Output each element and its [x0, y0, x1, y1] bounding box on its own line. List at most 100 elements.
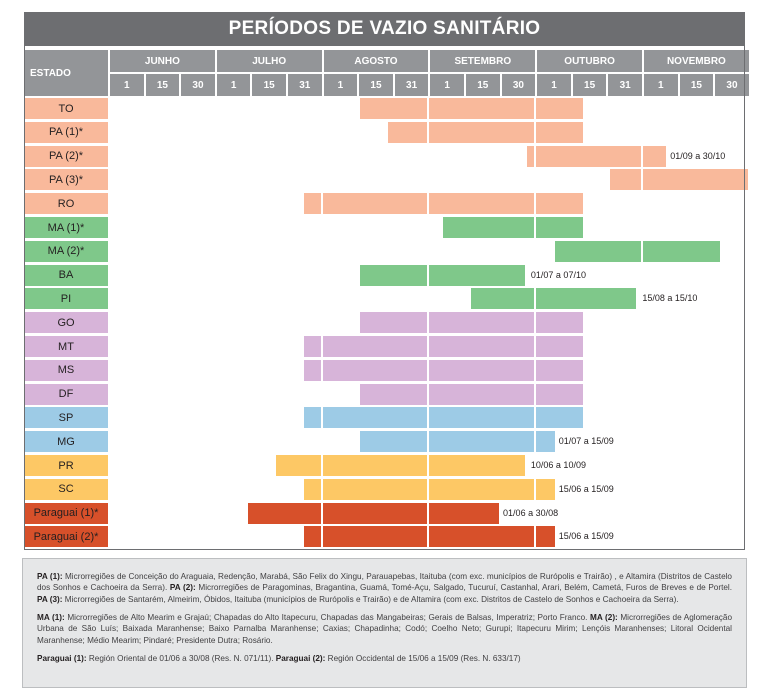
- period-bar-segment: [571, 98, 583, 119]
- period-bar-segment: [393, 336, 428, 357]
- period-bar-segment: [358, 359, 394, 381]
- state-label: PR: [24, 455, 108, 476]
- period-bar-segment: [393, 121, 428, 143]
- footnote-par1-text: Región Oriental de 01/06 a 30/08 (Res. N…: [86, 653, 276, 663]
- month-header: JULHO: [216, 50, 322, 72]
- period-bar-segment: [465, 526, 501, 548]
- period-bar-segment: [536, 98, 572, 119]
- period-bar-segment: [393, 455, 428, 476]
- period-bar-segment: [358, 502, 394, 524]
- table-frame: [24, 12, 745, 551]
- period-bar-segment: [465, 193, 501, 215]
- footnote-par2-label: Paraguai (2):: [275, 653, 326, 663]
- period-bar-segment: [393, 407, 428, 429]
- state-label: Paraguai (1)*: [24, 502, 108, 524]
- period-bar-segment: [429, 98, 465, 119]
- day-header: 1: [430, 74, 464, 96]
- day-header: 30: [715, 74, 749, 96]
- period-bar-segment: [393, 264, 428, 286]
- period-bar-segment: [429, 121, 465, 143]
- state-label: MG: [24, 431, 108, 453]
- day-header: 31: [394, 74, 429, 96]
- state-label: TO: [24, 98, 108, 119]
- period-bar-segment: [429, 312, 465, 334]
- period-bar-segment: [536, 359, 572, 381]
- footnote-pa2-text: Microrregiões de Paragominas, Bragantina…: [195, 583, 733, 593]
- state-label: MT: [24, 336, 108, 357]
- day-header: 1: [216, 74, 251, 96]
- period-bar-segment: [359, 383, 394, 405]
- day-header: 1: [323, 74, 358, 96]
- period-note: 01/09 a 30/10: [670, 150, 726, 161]
- period-note: 01/07 a 07/10: [530, 269, 586, 280]
- period-bar-segment: [393, 502, 428, 524]
- period-bar-segment: [500, 98, 535, 119]
- period-bar-segment: [429, 336, 465, 357]
- state-label: RO: [24, 193, 108, 215]
- period-bar-segment: [304, 407, 321, 429]
- period-bar-segment: [429, 359, 465, 381]
- footnote-pa3-text: Microrregiões de Santarém, Almeirim, Óbi…: [62, 594, 679, 604]
- month-header: OUTUBRO: [537, 50, 642, 72]
- period-bar-segment: [500, 478, 535, 500]
- period-bar-segment: [304, 193, 321, 215]
- period-bar-segment: [500, 193, 535, 215]
- period-bar-segment: [536, 145, 572, 167]
- period-bar-segment: [393, 193, 428, 215]
- period-bar-segment: [359, 312, 394, 334]
- period-bar-segment: [536, 121, 572, 143]
- period-bar-segment: [387, 121, 394, 143]
- state-label: BA: [24, 264, 108, 286]
- period-bar-segment: [643, 169, 679, 191]
- period-bar-segment: [251, 502, 287, 524]
- state-label: PA (2)*: [24, 145, 108, 167]
- day-header: 1: [110, 74, 144, 96]
- period-bar-segment: [607, 240, 641, 262]
- period-bar-segment: [304, 526, 321, 548]
- period-bar-segment: [465, 478, 501, 500]
- month-header: AGOSTO: [323, 50, 429, 72]
- period-bar-segment: [607, 288, 637, 310]
- period-bar-segment: [429, 431, 465, 453]
- period-note: 15/06 a 15/09: [558, 531, 614, 542]
- period-bar-segment: [571, 312, 583, 334]
- footnote-pa2-label: PA (2):: [169, 583, 196, 593]
- state-label: PI: [24, 288, 108, 310]
- period-bar-segment: [571, 121, 583, 143]
- footnote-pa: PA (1): Microrregiões de Conceição do Ar…: [37, 571, 732, 605]
- period-bar-segment: [465, 98, 501, 119]
- footnotes-box: PA (1): Microrregiões de Conceição do Ar…: [22, 558, 747, 688]
- period-bar-segment: [571, 193, 583, 215]
- day-header: 15: [359, 74, 393, 96]
- period-bar-segment: [358, 455, 394, 476]
- footnote-ma: MA (1): Microrregiões de Alto Mearim e G…: [37, 612, 732, 646]
- day-header: 15: [572, 74, 607, 96]
- period-bar-segment: [322, 526, 359, 548]
- footnote-pa1-label: PA (1):: [37, 572, 63, 581]
- period-bar-segment: [536, 193, 572, 215]
- period-bar-segment: [429, 407, 465, 429]
- period-bar-segment: [465, 217, 501, 238]
- footnote-paraguai: Paraguai (1): Región Oriental de 01/06 a…: [37, 653, 732, 664]
- period-bar-segment: [571, 359, 583, 381]
- period-bar-segment: [526, 145, 535, 167]
- period-bar-segment: [536, 478, 555, 500]
- period-bar-segment: [393, 478, 428, 500]
- period-bar-segment: [359, 431, 394, 453]
- period-bar-segment: [500, 526, 535, 548]
- period-bar-segment: [304, 336, 321, 357]
- period-bar-segment: [393, 383, 428, 405]
- period-bar-segment: [322, 359, 359, 381]
- period-bar-segment: [500, 336, 535, 357]
- period-bar-segment: [610, 169, 641, 191]
- period-bar-segment: [500, 359, 535, 381]
- period-bar-segment: [554, 240, 572, 262]
- period-bar-segment: [359, 98, 394, 119]
- period-bar-segment: [393, 312, 428, 334]
- footnote-ma1-label: MA (1):: [37, 612, 65, 622]
- period-bar-segment: [393, 431, 428, 453]
- day-header: 15: [679, 74, 714, 96]
- period-bar-segment: [429, 502, 465, 524]
- period-bar-segment: [571, 336, 583, 357]
- period-bar-segment: [714, 169, 748, 191]
